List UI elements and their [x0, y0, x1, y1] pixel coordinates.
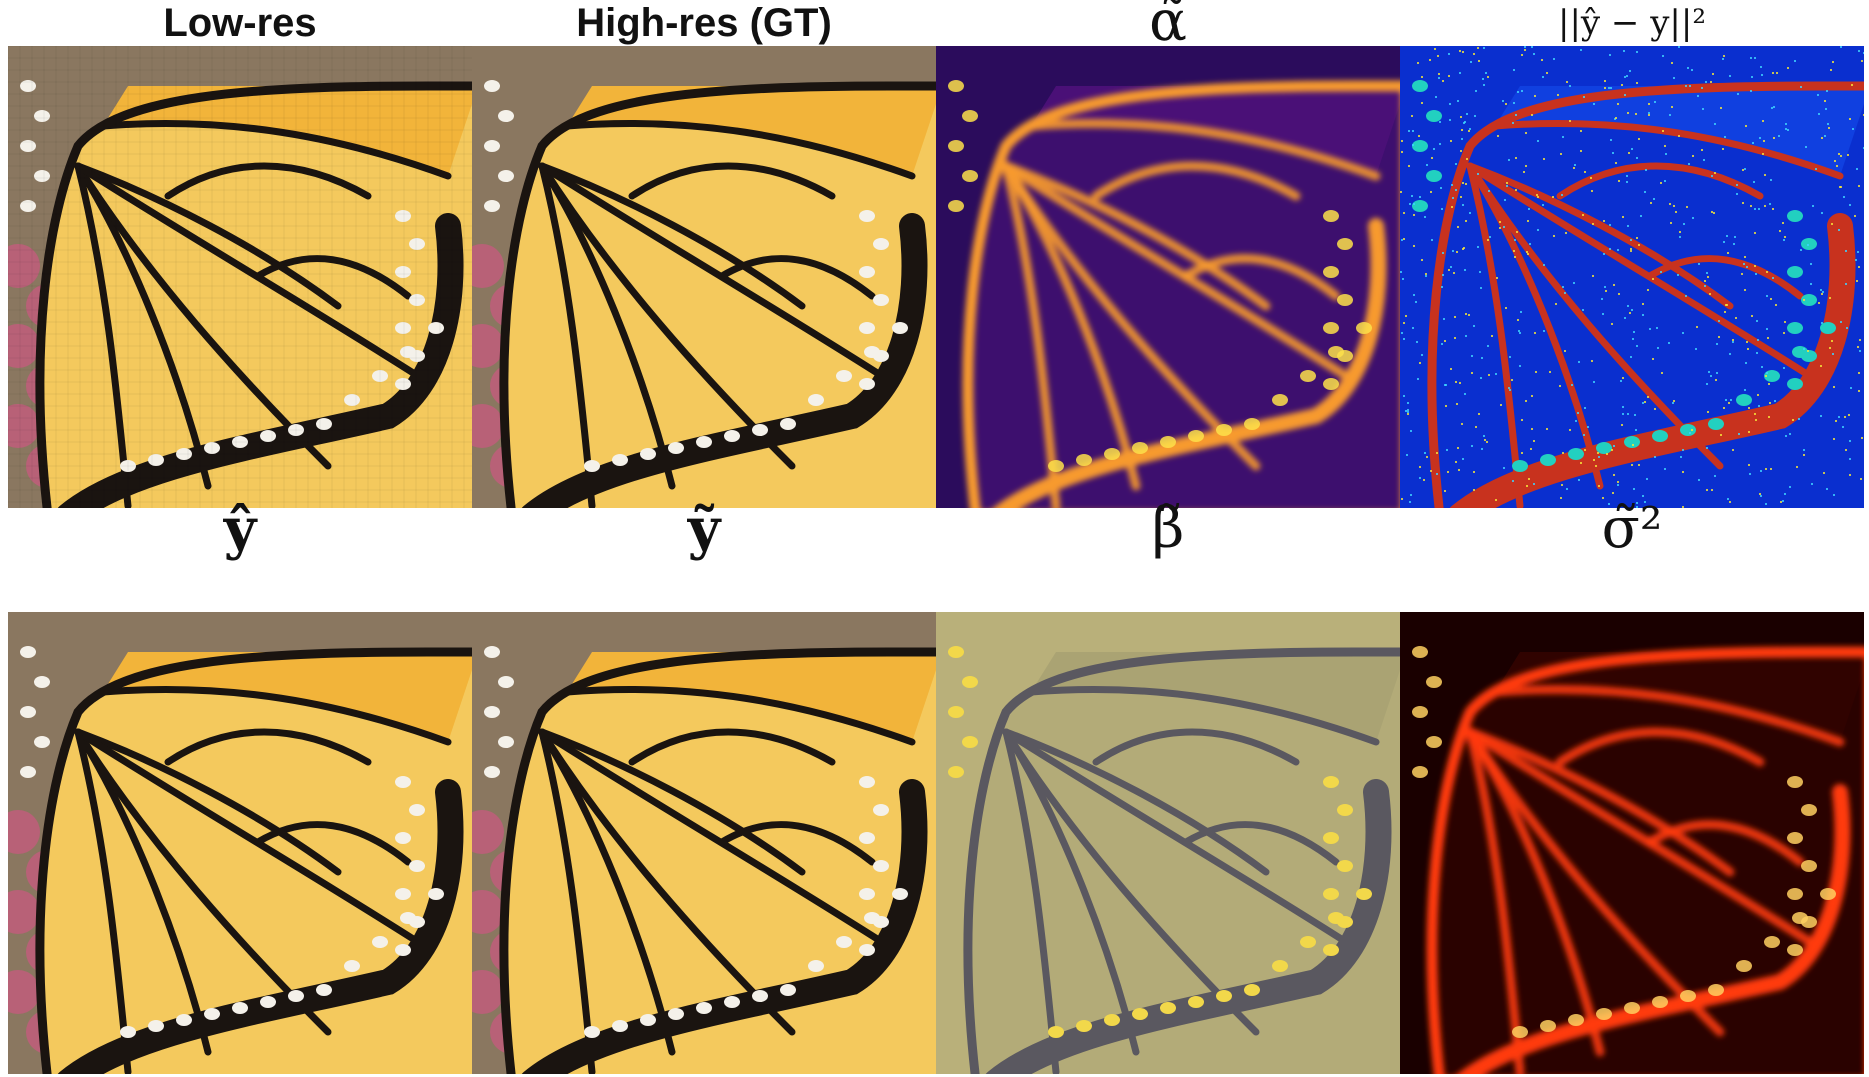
panel-title-error: ||ŷ − y||²	[1558, 3, 1706, 43]
butterfly-image-high-res	[472, 46, 936, 508]
butterfly-image-y-hat	[8, 612, 472, 1074]
panel-title-sigma: σ̃²	[1601, 496, 1663, 561]
panel-low-res	[8, 46, 472, 508]
panel-beta	[936, 612, 1400, 1074]
panel-high-res-gt	[472, 46, 936, 508]
butterfly-image-low-res	[8, 46, 472, 508]
alpha-map	[936, 46, 1400, 508]
error-map	[1400, 46, 1864, 508]
panel-title-low-res: Low-res	[163, 1, 317, 45]
panel-y-tilde	[472, 612, 936, 1074]
panel-title-high-res-gt: High-res (GT)	[576, 1, 832, 45]
panel-alpha	[936, 46, 1400, 508]
panel-sigma	[1400, 612, 1864, 1074]
figure-grid: Low-res High-res (GT) α̃ ||ŷ − y||² ŷ ỹ	[8, 0, 1864, 1077]
panel-title-y-tilde: ỹ	[687, 496, 721, 562]
panel-y-hat	[8, 612, 472, 1074]
panel-title-y-hat: ŷ	[223, 496, 257, 562]
panel-title-beta: β̃	[1151, 496, 1185, 561]
sigma-map	[1400, 612, 1864, 1074]
panel-error	[1400, 46, 1864, 508]
panel-title-alpha: α̃	[1149, 0, 1187, 54]
butterfly-image-y-tilde	[472, 612, 936, 1074]
beta-map	[936, 612, 1400, 1074]
